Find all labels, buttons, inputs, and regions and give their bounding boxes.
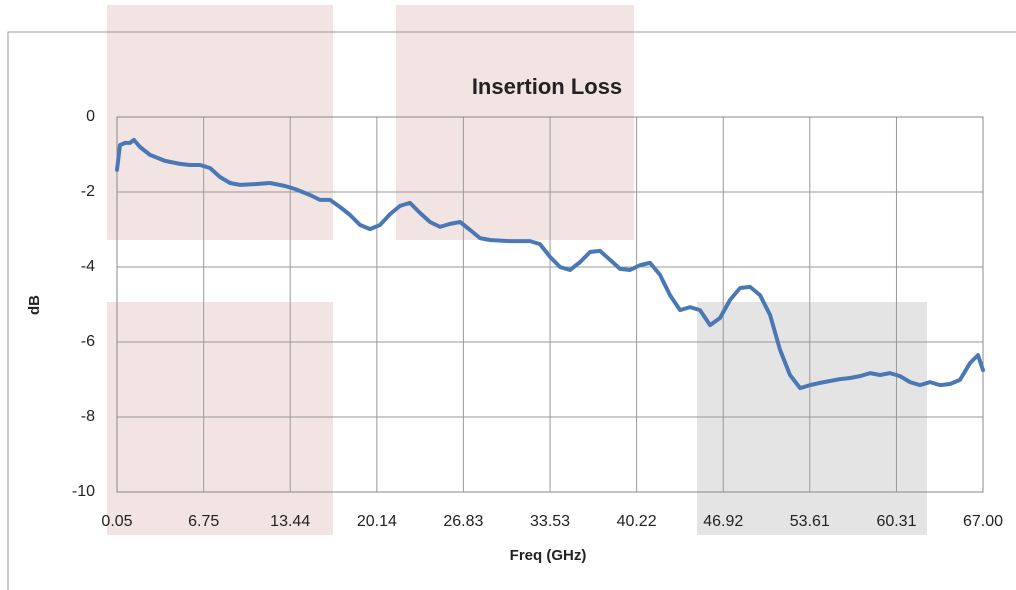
y-tick-label: -10 bbox=[72, 483, 95, 500]
highlight bbox=[107, 302, 333, 535]
x-tick-label: 33.53 bbox=[530, 513, 570, 530]
y-tick-label: 0 bbox=[86, 108, 95, 125]
x-axis-label: Freq (GHz) bbox=[510, 547, 587, 564]
x-tick-label: 53.61 bbox=[790, 513, 830, 530]
y-axis-label: dB bbox=[26, 295, 43, 315]
chart-border bbox=[7, 31, 1016, 590]
x-tick-label: 20.14 bbox=[357, 513, 397, 530]
x-tick-label: 46.92 bbox=[703, 513, 743, 530]
x-tick-label: 67.00 bbox=[963, 513, 1003, 530]
x-tick-label: 13.44 bbox=[270, 513, 310, 530]
y-tick-label: -4 bbox=[81, 258, 95, 275]
x-tick-label: 60.31 bbox=[876, 513, 916, 530]
x-tick-label: 6.75 bbox=[188, 513, 219, 530]
x-tick-label: 40.22 bbox=[617, 513, 657, 530]
y-tick-label: -2 bbox=[81, 183, 95, 200]
y-tick-label: -6 bbox=[81, 333, 95, 350]
y-tick-label: -8 bbox=[81, 408, 95, 425]
x-tick-label: 0.05 bbox=[101, 513, 132, 530]
line bbox=[115, 137, 985, 391]
plot-border bbox=[116, 116, 984, 493]
highlight bbox=[697, 302, 927, 535]
highlight bbox=[396, 5, 634, 240]
highlight bbox=[107, 5, 333, 240]
chart-title: Insertion Loss bbox=[472, 74, 622, 99]
x-tick-label: 26.83 bbox=[443, 513, 483, 530]
